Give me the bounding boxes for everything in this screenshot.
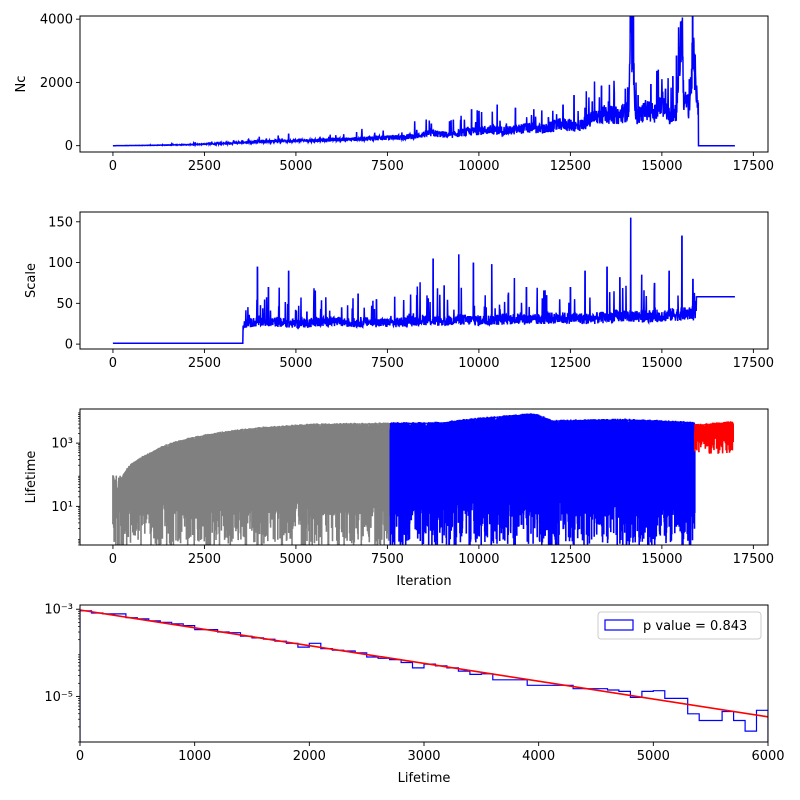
y-axis-label: Scale [24,263,39,298]
x-tick-label: 0 [76,749,84,764]
axes-frame [79,211,769,350]
x-tick-label: 12500 [550,356,591,371]
y-tick-label: 0 [65,139,73,154]
y-tick-label: 100 [48,256,73,271]
x-axis-label: Lifetime [398,771,451,786]
x-tick-label: 10000 [458,552,499,567]
y-axis-label: Lifetime [24,451,39,504]
series-group [112,413,734,545]
x-tick-label: 2500 [188,356,221,371]
series-envelope [694,421,733,427]
y-tick-label: 2000 [40,76,73,91]
x-tick-label: 3000 [407,749,440,764]
lifetime-panel: 0 2500 5000 7500 10000 12500 15000 17500 10¹ 10³ L… [24,408,774,589]
x-tick-label: 15000 [641,552,682,567]
x-tick-label: 17500 [733,552,774,567]
x-tick-label: 2500 [188,552,221,567]
axes-frame [79,604,769,743]
x-tick-label: 17500 [733,159,774,174]
legend-box [597,611,762,640]
x-tick-label: 0 [109,159,117,174]
x-axis-label: Iteration [396,574,451,589]
x-tick-label: 7500 [371,552,404,567]
series-trace [112,422,392,545]
y-tick-label: 50 [56,297,73,312]
x-tick-label: 10000 [458,356,499,371]
series-trace [389,413,696,545]
x-tick-label: 17500 [733,356,774,371]
scale-panel: 0 2500 5000 7500 10000 12500 15000 17500 0 50 100 1… [24,211,774,371]
x-tick-label: 1000 [178,749,211,764]
x-tick-label: 0 [109,356,117,371]
fit-line [80,609,768,718]
x-tick-label: 7500 [371,356,404,371]
legend-swatch [604,619,634,631]
y-tick-label: 4000 [40,13,73,28]
y-tick-label: 10⁻⁵ [44,690,73,705]
legend-label: p value = 0.843 [643,619,747,634]
x-tick-label: 5000 [279,356,312,371]
x-tick-label: 0 [109,552,117,567]
y-tick-label: 0 [65,338,73,353]
x-tick-label: 12500 [550,159,591,174]
x-tick-label: 7500 [371,159,404,174]
y-tick-label: 10³ [51,437,73,452]
x-tick-label: 5000 [279,552,312,567]
axes-frame [79,15,769,153]
y-axis-label: Nc [14,76,29,93]
x-tick-label: 10000 [458,159,499,174]
x-tick-label: 5000 [279,159,312,174]
series-envelope [112,423,391,525]
x-tick-label: 2000 [293,749,326,764]
x-tick-label: 12500 [550,552,591,567]
series-line [112,16,735,148]
x-tick-label: 5000 [637,749,670,764]
series-envelope [390,413,695,425]
x-tick-label: 6000 [751,749,784,764]
axes-frame [79,408,769,546]
x-tick-label: 15000 [641,159,682,174]
series-group [112,16,735,148]
legend: p value = 0.843 [597,611,762,640]
histogram-steps [80,610,768,742]
series-group [80,609,768,742]
x-tick-label: 15000 [641,356,682,371]
y-tick-label: 150 [48,215,73,230]
y-tick-label: 10¹ [51,500,73,515]
nc-panel: 0 2500 5000 7500 10000 12500 15000 17500 0 2000 40… [14,13,774,174]
series-group [112,217,735,345]
y-tick-label: 10⁻³ [44,603,73,618]
histogram-panel: 0 1000 2000 3000 4000 5000 6000 10⁻⁵ 10⁻³ Lifetim… [44,603,784,786]
x-tick-label: 2500 [188,159,221,174]
x-tick-label: 4000 [522,749,555,764]
series-trace [694,421,734,454]
